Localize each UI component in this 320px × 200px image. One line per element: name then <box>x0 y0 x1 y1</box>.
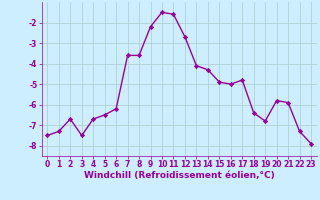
X-axis label: Windchill (Refroidissement éolien,°C): Windchill (Refroidissement éolien,°C) <box>84 171 275 180</box>
